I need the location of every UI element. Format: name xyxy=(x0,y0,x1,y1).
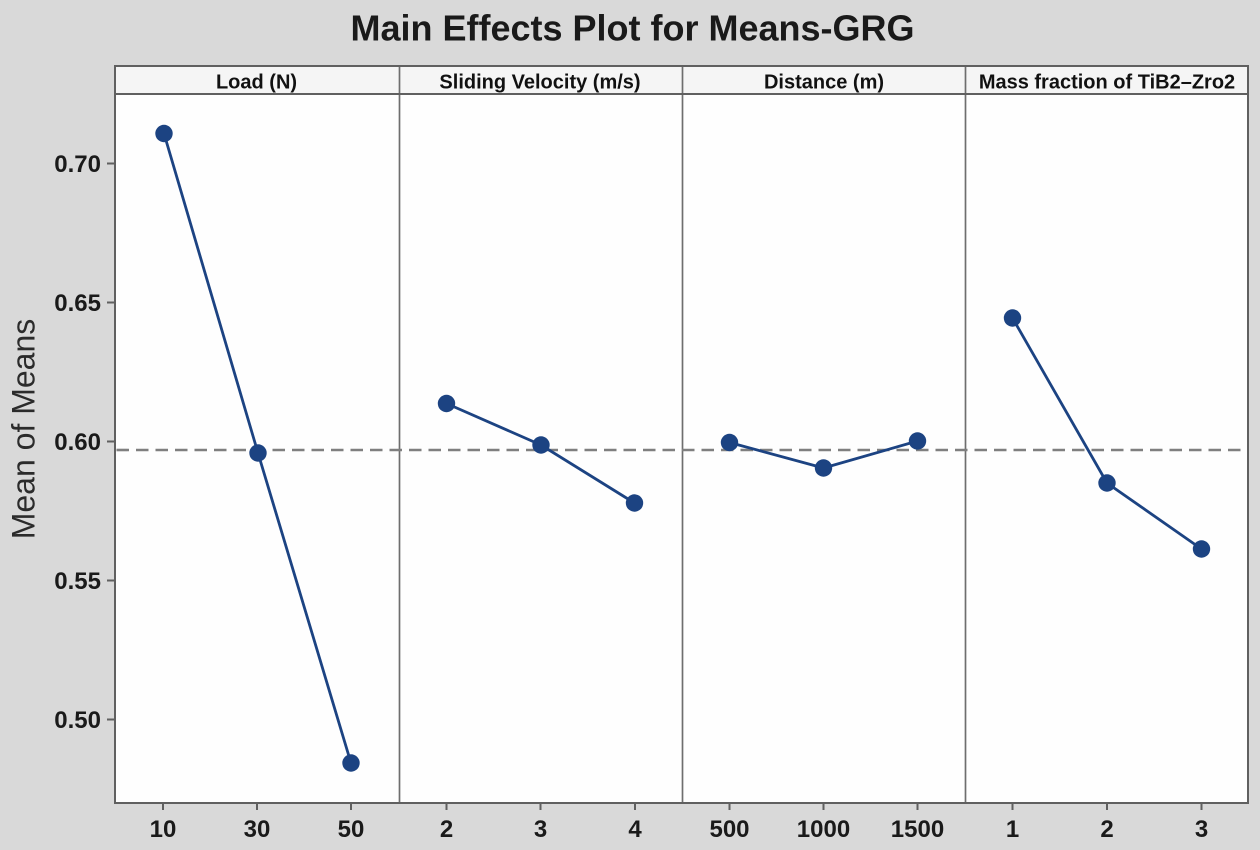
svg-text:4: 4 xyxy=(628,816,642,843)
svg-text:0.70: 0.70 xyxy=(54,151,101,178)
svg-text:Distance (m): Distance (m) xyxy=(764,72,884,94)
svg-text:10: 10 xyxy=(150,816,177,843)
svg-text:0.60: 0.60 xyxy=(54,429,101,456)
svg-text:500: 500 xyxy=(709,816,749,843)
svg-text:Main Effects Plot for Means-GR: Main Effects Plot for Means-GRG xyxy=(350,8,914,49)
svg-text:Load (N): Load (N) xyxy=(216,72,297,94)
svg-text:2: 2 xyxy=(1100,816,1113,843)
svg-text:0.55: 0.55 xyxy=(54,568,101,595)
svg-text:1500: 1500 xyxy=(891,816,944,843)
svg-text:50: 50 xyxy=(338,816,365,843)
svg-text:0.50: 0.50 xyxy=(54,707,101,734)
svg-text:0.65: 0.65 xyxy=(54,290,101,317)
svg-text:1000: 1000 xyxy=(797,816,850,843)
svg-text:Mean of Means: Mean of Means xyxy=(6,319,42,540)
svg-text:Mass fraction of TiB2–Zro2: Mass fraction of TiB2–Zro2 xyxy=(979,72,1235,94)
svg-text:3: 3 xyxy=(1195,816,1208,843)
svg-text:3: 3 xyxy=(534,816,547,843)
svg-text:Sliding Velocity (m/s): Sliding Velocity (m/s) xyxy=(439,72,640,94)
svg-text:30: 30 xyxy=(244,816,271,843)
svg-text:2: 2 xyxy=(440,816,453,843)
svg-text:1: 1 xyxy=(1006,816,1019,843)
